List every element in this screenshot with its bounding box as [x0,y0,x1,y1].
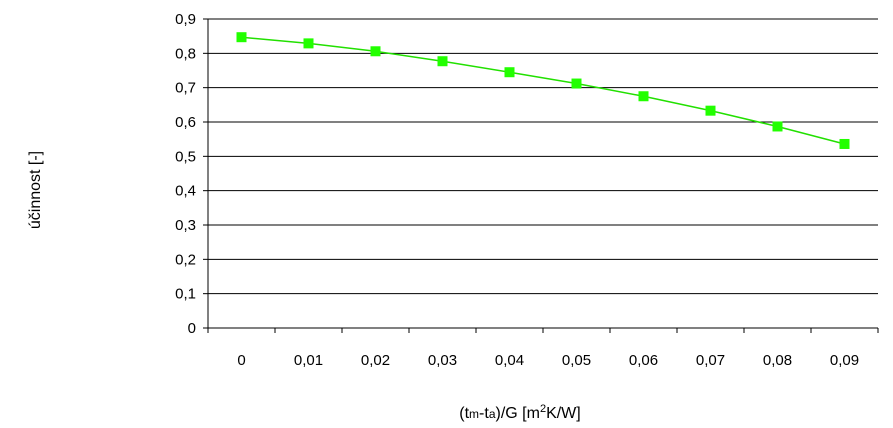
x-tick-label: 0 [237,352,245,369]
x-tick-label: 0,08 [763,352,792,369]
series [236,32,850,149]
y-tick-label: 0,5 [175,148,196,165]
x-axis-ticks: 0 0,01 0,02 0,03 0,04 0,05 0,06 0,07 0,08 0,09 [207,328,879,369]
data-point-marker [638,91,649,102]
y-tick-label: 0,1 [175,286,196,303]
data-point-marker [437,56,448,67]
data-point-marker [571,78,582,89]
x-tick-label: 0,06 [629,352,658,369]
y-tick-label: 0,2 [175,251,196,268]
x-tick-label: 0,09 [830,352,859,369]
data-point-marker [839,138,850,149]
axes [207,19,878,329]
x-tick-label: 0,02 [361,352,390,369]
x-tick-label: 0,03 [428,352,457,369]
data-point-marker [236,32,247,43]
y-tick-label: 0,7 [175,80,196,97]
data-point-marker [705,105,716,116]
y-tick-label: 0,4 [175,183,196,200]
y-tick-label: 0,3 [175,217,196,234]
gridlines [208,18,878,295]
series-line [241,36,845,145]
y-tick-label: 0 [188,320,196,337]
data-point-marker [303,38,314,49]
x-axis-title: (tm-ta)/G [m2K/W] [459,403,580,422]
x-tick-label: 0,07 [696,352,725,369]
y-tick-label: 0,9 [175,11,196,28]
y-axis-title: účinnost [-] [27,151,44,229]
x-tick-label: 0,05 [562,352,591,369]
data-point-marker [504,67,515,78]
x-tick-label: 0,04 [495,352,524,369]
data-point-marker [370,46,381,57]
y-axis-ticks: 0 0,1 0,2 0,3 0,4 0,5 0,6 0,7 0,8 0,9 [175,11,208,337]
y-tick-label: 0,8 [175,45,196,62]
x-tick-label: 0,01 [294,352,323,369]
data-point-marker [772,121,783,132]
y-tick-label: 0,6 [175,114,196,131]
